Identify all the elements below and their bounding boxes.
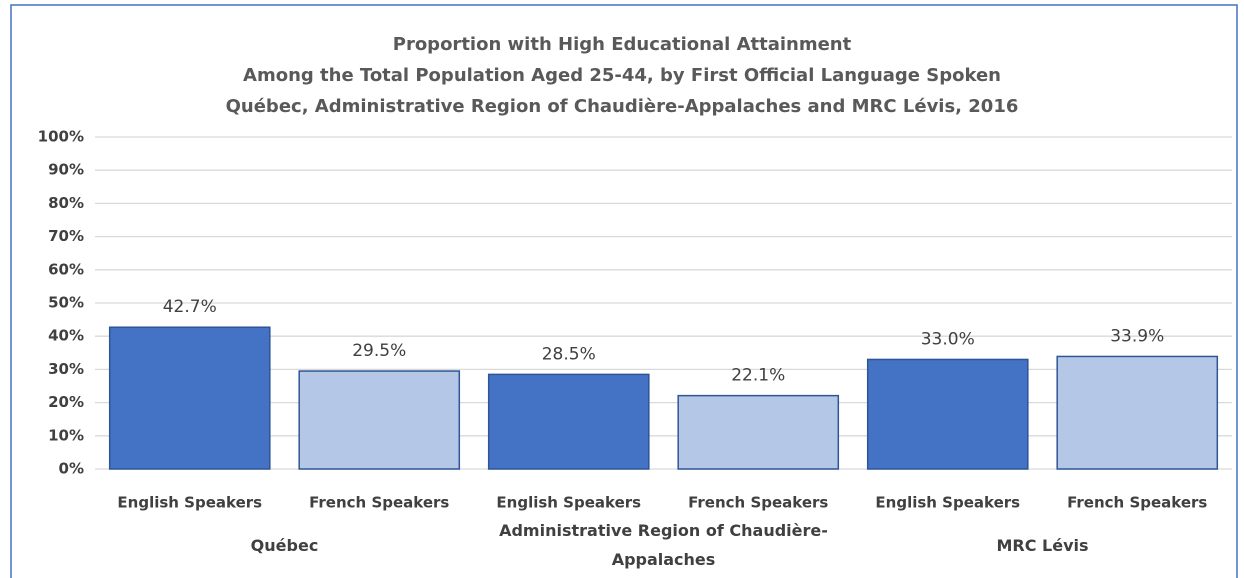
value-label: 42.7% [163,297,217,317]
x-tick-label: French Speakers [1067,494,1207,512]
y-tick-label: 90% [48,161,84,179]
bar [866,358,1029,470]
y-tick-label: 70% [48,227,84,245]
y-tick-label: 80% [48,194,84,212]
y-tick-label: 50% [48,294,84,312]
value-label: 33.0% [921,329,975,349]
bar [108,326,271,470]
value-label: 29.5% [352,341,406,361]
x-tick-label: English Speakers [496,494,641,512]
group-label-box: Québec [250,535,319,555]
group-label: Administrative Region of Chaudière-Appal… [499,521,828,569]
chart-frame [10,4,1238,578]
chart-title: Proportion with High Educational Attainm… [393,34,852,55]
group-label: Québec [250,535,319,555]
y-tick-label: 40% [48,327,84,345]
group-label-box: MRC Lévis [996,535,1089,555]
bar [487,373,650,470]
value-label: 28.5% [542,344,596,364]
y-tick-label: 60% [48,260,84,278]
y-tick-label: 0% [59,460,84,478]
y-tick-label: 10% [48,426,84,444]
chart-subtitle: Québec, Administrative Region of Chaudiè… [226,96,1019,117]
group-label-box: Administrative Region of Chaudière-Appal… [499,521,828,569]
y-tick-label: 100% [38,128,84,146]
bar [298,370,461,470]
x-tick-label: French Speakers [309,494,449,512]
y-tick-label: 20% [48,393,84,411]
x-tick-label: English Speakers [117,494,262,512]
x-tick-label: English Speakers [875,494,1020,512]
chart-subtitle: Among the Total Population Aged 25-44, b… [243,65,1001,86]
value-label: 22.1% [731,366,785,386]
group-label: MRC Lévis [996,535,1089,555]
x-tick-label: French Speakers [688,494,828,512]
y-tick-label: 30% [48,360,84,378]
bar [677,394,840,470]
value-label: 33.9% [1110,326,1164,346]
bar [1056,355,1219,470]
